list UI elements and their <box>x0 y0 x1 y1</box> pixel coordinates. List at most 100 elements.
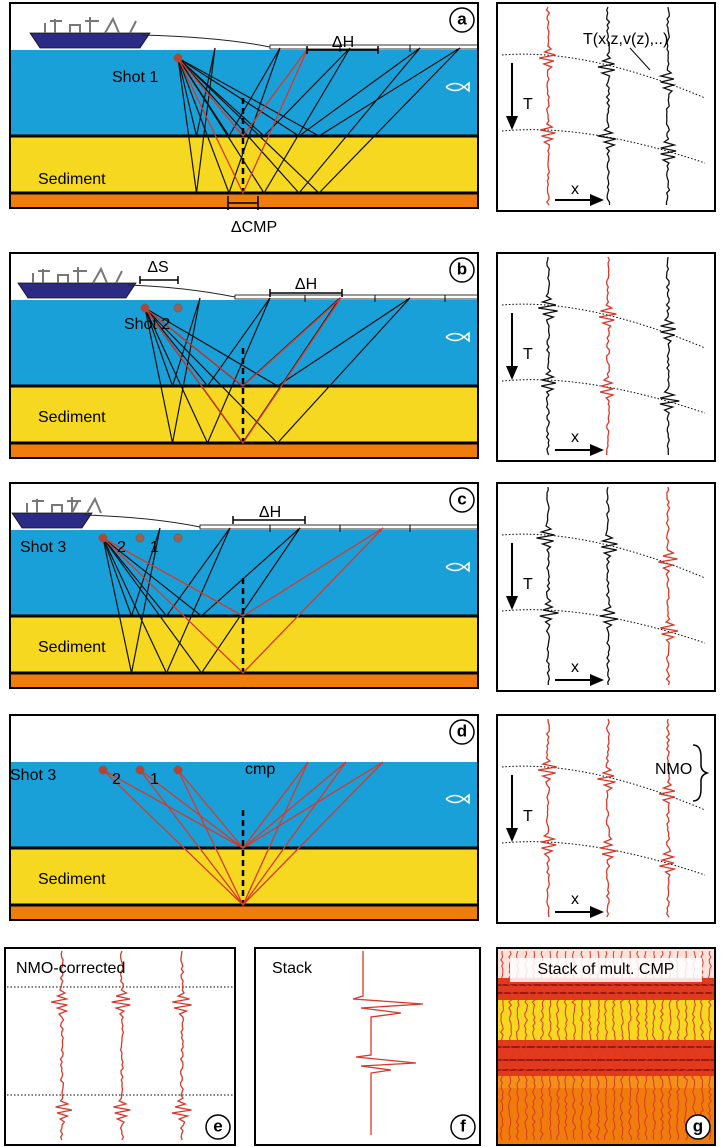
ray <box>177 47 309 138</box>
ship-hull <box>11 512 93 529</box>
ray <box>177 761 309 850</box>
trace <box>520 950 532 1141</box>
offset-axis-label: x <box>571 891 579 908</box>
fish-icon <box>445 81 470 93</box>
correction-label: NMO <box>655 761 692 778</box>
trace <box>537 718 558 918</box>
time-axis-label: T <box>523 96 533 113</box>
trace <box>561 950 571 1141</box>
trace <box>657 950 667 1141</box>
trace <box>616 950 627 1141</box>
panel-frame <box>254 947 481 1146</box>
ray <box>144 297 411 444</box>
fish-icon <box>445 793 470 805</box>
shapes <box>4 2 716 1146</box>
traveltime-curve <box>501 129 706 164</box>
shot-2-label: 2 <box>112 771 121 788</box>
prev-shot <box>173 303 183 313</box>
traveltime-curve <box>501 533 706 579</box>
traveltime-curve <box>501 609 706 644</box>
trace <box>659 256 680 456</box>
trace <box>536 486 559 686</box>
ray <box>177 761 309 907</box>
gather-frame <box>496 482 716 692</box>
basement <box>10 193 478 208</box>
ship-superstructure <box>26 496 102 514</box>
trace <box>538 256 558 456</box>
trace <box>599 486 619 686</box>
shot-label: Shot 2 <box>124 316 170 333</box>
shot-2-label: 2 <box>117 539 126 556</box>
panel-label: e <box>213 1116 222 1135</box>
trace <box>650 950 660 1141</box>
label-circle <box>205 1114 231 1140</box>
panel-label: g <box>693 1116 703 1135</box>
ray <box>102 527 384 674</box>
trace <box>698 950 707 1141</box>
panel-label: b <box>457 259 467 278</box>
ray <box>102 527 231 617</box>
offset-arrowhead <box>590 194 604 206</box>
trace <box>658 718 677 918</box>
shot-1-label: 1 <box>150 771 159 788</box>
ray <box>144 297 342 387</box>
shot-point <box>140 303 150 313</box>
trace <box>568 950 578 1141</box>
offset-axis-label: x <box>571 659 579 676</box>
panel-title: Stack <box>272 960 313 977</box>
ray <box>102 527 161 618</box>
trace <box>598 256 617 455</box>
panel-frame <box>9 2 479 209</box>
traveltime-curve <box>501 53 706 99</box>
panel-label: d <box>457 721 467 740</box>
trace <box>681 950 691 1141</box>
shot-point <box>98 765 108 775</box>
ray <box>144 297 411 387</box>
fish-icon <box>445 331 470 343</box>
panel-label: a <box>457 9 467 28</box>
trace <box>50 950 73 1141</box>
ray <box>177 47 421 137</box>
panel-frame <box>9 714 479 921</box>
label-circle <box>449 7 475 33</box>
bracket <box>269 289 343 297</box>
streamer-tow <box>83 514 201 528</box>
ray <box>177 47 351 195</box>
panel-title: NMO-corrected <box>16 960 125 977</box>
trace <box>503 950 516 1141</box>
shot-label: Shot 1 <box>112 69 158 86</box>
layer-label: Sediment <box>38 639 106 656</box>
title-backdrop <box>510 958 702 982</box>
shot-point <box>135 765 145 775</box>
shot-label: Shot 3 <box>10 767 56 784</box>
shot-point <box>173 53 183 63</box>
time-axis-label: T <box>523 346 533 363</box>
traveltime-curve <box>501 765 706 811</box>
ray <box>177 47 351 137</box>
gather-frame <box>496 714 716 924</box>
offset-axis-label: x <box>571 181 579 198</box>
trace <box>591 950 602 1141</box>
trace <box>609 950 619 1141</box>
trace <box>528 950 540 1141</box>
bracket <box>232 516 306 524</box>
layer-label: Sediment <box>38 871 106 888</box>
trace <box>640 950 650 1141</box>
trace <box>171 950 192 1141</box>
ray <box>102 527 301 675</box>
trace <box>546 950 555 1141</box>
shot-spacing-label: ΔS <box>147 259 168 276</box>
ray <box>144 297 201 388</box>
ray <box>102 527 384 617</box>
nmo-brace <box>692 744 710 802</box>
traveltime-curve <box>501 841 706 876</box>
streamer-tow <box>127 284 236 298</box>
trace <box>625 950 636 1141</box>
streamer <box>199 524 479 530</box>
gather-frame <box>496 252 716 462</box>
trace <box>658 486 679 686</box>
cmp-spacing-label: ΔCMP <box>231 219 277 236</box>
time-arrowhead <box>506 828 518 842</box>
trace <box>111 950 131 1141</box>
